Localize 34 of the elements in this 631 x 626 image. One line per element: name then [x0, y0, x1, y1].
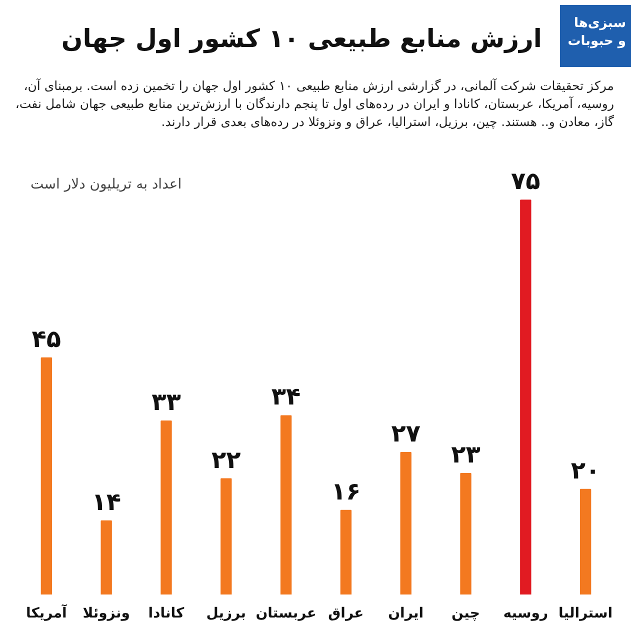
x-tick-label: برزیل: [206, 606, 246, 622]
text: اعداد به تریلیون دلار است: [30, 176, 182, 192]
text: سبزی‌ها و حبوبات: [566, 15, 626, 52]
data-label: ۱۴: [92, 488, 121, 516]
data-label: ۱۶: [331, 477, 361, 506]
data-label: ۲۳: [451, 440, 481, 469]
bar: [40, 357, 52, 594]
x-tick-label: استرالیا: [558, 606, 613, 622]
bar: [100, 520, 112, 594]
bar: [160, 420, 172, 594]
data-label: ۷۵: [511, 167, 540, 196]
bar: [280, 415, 292, 594]
bar: [220, 478, 232, 594]
data-label: ۳۴: [271, 382, 301, 411]
bar: [400, 452, 412, 594]
x-tick-label: کانادا: [148, 606, 186, 622]
x-tick-label: چین: [452, 606, 480, 622]
bar: [580, 488, 592, 594]
data-label: ۲۰: [570, 456, 600, 484]
x-tick-label: ونزوئلا: [82, 606, 130, 622]
x-tick-label: عراق: [328, 606, 364, 622]
data-label: ۲۲: [212, 446, 242, 474]
data-label: ۲۷: [391, 420, 421, 448]
x-tick-label: آمریکا: [26, 604, 68, 622]
bar: [520, 200, 532, 594]
x-tick-label: عربستان: [256, 606, 316, 622]
chart-title: ارزش منابع طبیعی ۱۰ کشور اول جهان: [61, 23, 542, 56]
data-label: ۴۵: [32, 324, 62, 353]
chart-subtitle: مرکز تحقیقات شرکت آلمانی، در گزارشی ارزش منابع طبیعی ۱۰ کشور اول جهان را تخمین زده است. برمبنای آن، روسیه، آمریکا، عربستان، کانادا و ایران در رده‌های اول تا پنجم دارندگان با ارزش‌ترین منابع طبیعی جهان شامل نفت، گاز، معادن و.. هستند. چین، برزیل، استرالیا، عراق و ونزوئلا در رده‌های بعدی قرار دارند.: [14, 77, 614, 132]
bar: [460, 473, 472, 594]
data-label: ۳۳: [152, 388, 182, 416]
bar: [340, 510, 352, 594]
x-tick-label: روسیه: [503, 606, 548, 622]
x-tick-label: ایران: [388, 606, 424, 622]
